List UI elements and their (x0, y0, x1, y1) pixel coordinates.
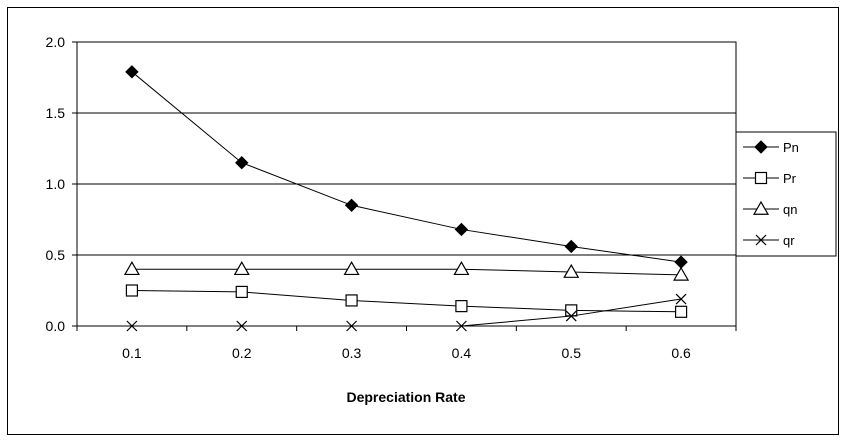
y-tick-label: 0.5 (46, 247, 66, 263)
legend-label-qr: qr (783, 233, 795, 248)
data-point-qn (563, 263, 580, 278)
series-qn (123, 260, 690, 281)
series-qr (126, 293, 687, 332)
y-tick-label: 2.0 (46, 34, 66, 50)
data-point-pr (565, 304, 578, 317)
legend-entry-pr: Pr (743, 171, 797, 186)
legend: Pn Pr qn qr (735, 131, 837, 257)
legend-box (735, 131, 837, 257)
data-point-pn (235, 155, 249, 170)
data-point-qn (233, 260, 250, 276)
data-point-pn (125, 65, 139, 79)
data-point-pn (454, 222, 469, 237)
series-line-qn (131, 268, 682, 276)
data-point-qr (675, 293, 687, 305)
y-tick-label: 1.5 (46, 105, 66, 121)
legend-marker-qr (755, 234, 767, 246)
series-pn (125, 65, 688, 269)
legend-marker-qn (752, 200, 770, 215)
data-point-pr (125, 284, 139, 297)
legend-marker-pn (754, 140, 768, 154)
data-point-pr (674, 305, 688, 318)
x-tick-label: 0.3 (342, 345, 362, 361)
data-point-qn (123, 260, 140, 276)
x-tick-label: 0.2 (232, 345, 252, 361)
data-point-qr (455, 320, 467, 332)
x-tick-label: 0.4 (452, 345, 472, 361)
data-point-pn (344, 198, 359, 213)
data-point-qn (673, 266, 690, 281)
data-point-pr (345, 294, 358, 307)
series-pr (125, 284, 688, 318)
data-point-qn (343, 260, 360, 276)
data-point-pr (235, 285, 248, 299)
data-point-qr (565, 310, 577, 322)
legend-label-pn: Pn (783, 140, 799, 155)
x-tick-label: 0.1 (122, 345, 142, 361)
y-tick-label: 1.0 (46, 176, 66, 192)
data-point-qr (346, 320, 358, 332)
x-tick-label: 0.5 (562, 345, 582, 361)
legend-entry-qr: qr (743, 233, 795, 248)
data-point-qr (236, 320, 248, 332)
legend-label-qn: qn (783, 202, 797, 217)
data-point-pn (674, 255, 688, 269)
data-point-pn (564, 239, 578, 254)
data-point-qr (126, 320, 138, 332)
x-axis-title: Depreciation Rate (346, 389, 465, 405)
x-tick-label: 0.6 (671, 345, 691, 361)
legend-entry-qn: qn (743, 200, 797, 217)
data-point-pr (455, 300, 468, 313)
y-tick-label: 0.0 (46, 318, 66, 334)
series-line-pn (131, 71, 682, 263)
series-layer (123, 65, 690, 332)
axes: 0.0 0.5 1.0 1.5 2.0 0.1 0.2 0.3 0.4 0.5 0.6 (46, 34, 737, 361)
legend-label-pr: Pr (783, 171, 797, 186)
legend-entry-pn: Pn (743, 140, 799, 155)
series-line-pr (131, 290, 682, 313)
gridlines (77, 112, 736, 256)
legend-marker-pr (754, 171, 768, 185)
data-point-qn (453, 260, 470, 276)
